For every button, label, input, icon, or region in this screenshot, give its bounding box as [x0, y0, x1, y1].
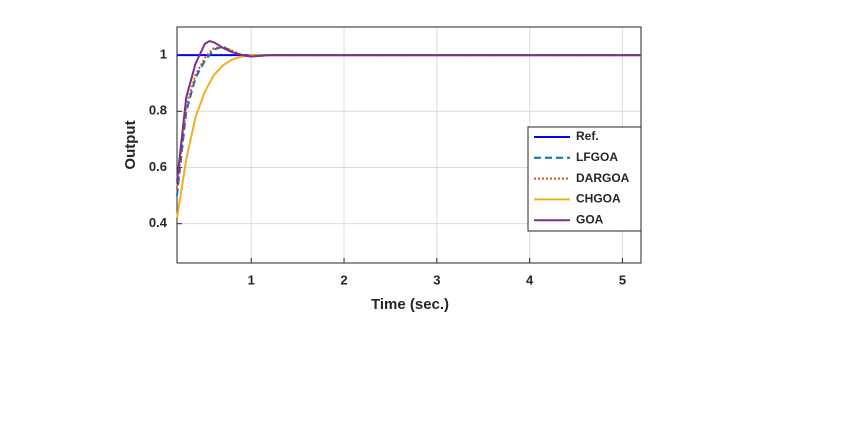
y-axis-label: Output — [122, 120, 139, 169]
legend-label: DARGOA — [576, 171, 630, 185]
x-axis-label: Time (sec.) — [371, 296, 449, 313]
legend-label: CHGOA — [576, 192, 621, 206]
x-tick-label: 2 — [340, 272, 347, 287]
x-tick-label: 4 — [526, 272, 534, 287]
legend-label: GOA — [576, 212, 604, 226]
x-tick-label: 5 — [619, 272, 626, 287]
legend-label: Ref. — [576, 129, 599, 143]
y-tick-label: 1 — [160, 47, 167, 62]
y-tick-label: 0.8 — [149, 103, 167, 118]
x-tick-label: 1 — [248, 272, 255, 287]
line-series — [176, 39, 641, 182]
x-tick-label: 3 — [433, 272, 440, 287]
y-tick-label: 0.6 — [149, 159, 167, 174]
y-tick-label: 0.4 — [149, 215, 168, 230]
legend-label: LFGOA — [576, 150, 618, 164]
